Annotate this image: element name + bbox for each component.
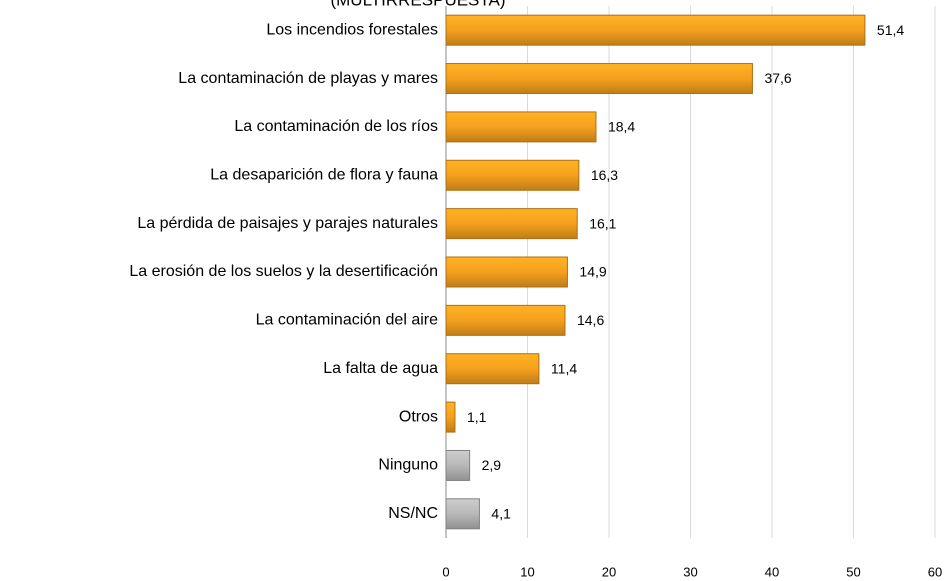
bar: [445, 63, 753, 95]
chart-title: (MULTIRRESPUESTA): [330, 0, 505, 9]
data-label: 37,6: [764, 70, 791, 86]
bar: [445, 208, 578, 240]
y-tick-label: Ninguno: [378, 457, 438, 474]
y-tick-label: La erosión de los suelos y la desertific…: [129, 263, 438, 280]
data-label: 11,4: [551, 360, 577, 376]
y-tick-label: NS/NC: [388, 505, 438, 522]
x-tick-label: 0: [442, 564, 449, 579]
y-tick-label: Los incendios forestales: [266, 21, 438, 38]
bar: [445, 256, 568, 288]
y-tick-label: La contaminación del aire: [256, 312, 438, 329]
x-tick-label: 50: [846, 564, 860, 579]
data-label: 1,1: [467, 409, 487, 425]
x-tick-label: 10: [520, 564, 534, 579]
bar: [445, 498, 480, 530]
y-tick-label: La falta de agua: [323, 360, 438, 377]
y-tick-label: Otros: [399, 408, 438, 425]
x-tick-label: 40: [765, 564, 779, 579]
data-label: 4,1: [491, 506, 511, 522]
x-tick-label: 30: [683, 564, 697, 579]
y-tick-label: La desaparición de flora y fauna: [210, 166, 438, 183]
x-tick-label: 20: [602, 564, 616, 579]
bar: [445, 159, 580, 191]
bar: [445, 401, 456, 433]
bar: [445, 111, 597, 143]
bar: [445, 304, 566, 336]
bar: [445, 353, 540, 385]
bar: [445, 14, 866, 46]
x-tick-label: 60: [928, 564, 942, 579]
y-tick-label: La contaminación de los ríos: [234, 118, 438, 135]
y-tick-label: La pérdida de paisajes y parajes natural…: [137, 215, 438, 232]
data-label: 18,4: [608, 119, 635, 135]
data-label: 14,9: [579, 264, 606, 280]
data-label: 14,6: [577, 312, 604, 328]
bar: [445, 449, 471, 481]
y-tick-label: La contaminación de playas y mares: [178, 70, 438, 87]
data-label: 51,4: [877, 22, 904, 38]
data-label: 16,1: [589, 215, 616, 231]
data-label: 2,9: [482, 457, 502, 473]
data-label: 16,3: [591, 167, 618, 183]
